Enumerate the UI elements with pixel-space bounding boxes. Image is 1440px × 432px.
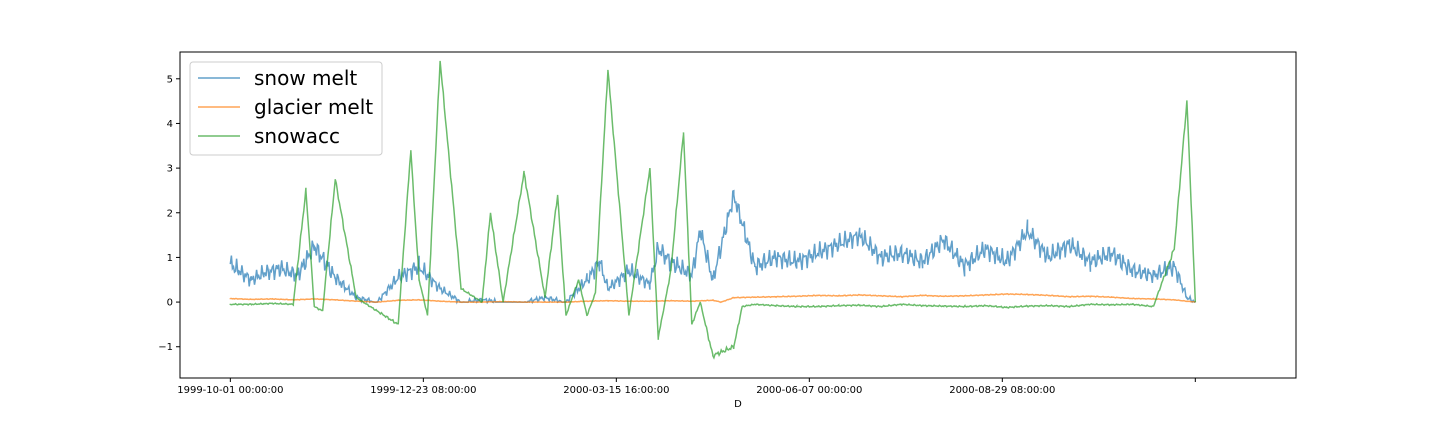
legend: snow melt glacier melt snowacc xyxy=(189,61,383,156)
y-axis: −1 0 1 2 3 4 5 xyxy=(158,74,180,353)
series-line-snowacc xyxy=(229,60,1197,360)
x-tick-label: 1999-10-01 00:00:00 xyxy=(177,385,283,396)
y-tick-label: −1 xyxy=(158,342,173,353)
legend-label: snow melt xyxy=(254,66,357,90)
legend-box xyxy=(189,61,383,156)
x-tick-label: 2000-06-07 00:00:00 xyxy=(756,385,862,396)
series-line-glacier-melt xyxy=(229,292,1197,304)
series-layer xyxy=(229,60,1197,360)
x-tick-label: 2000-08-29 08:00:00 xyxy=(949,385,1055,396)
plot-area xyxy=(179,51,1297,379)
y-tick-label: 1 xyxy=(167,253,173,264)
legend-label: glacier melt xyxy=(254,95,373,119)
y-tick-label: 4 xyxy=(167,119,173,130)
y-tick-label: 0 xyxy=(167,298,173,309)
axes-frame xyxy=(179,51,1297,379)
series-line-snow-melt xyxy=(229,189,1196,305)
legend-label: snowacc xyxy=(254,124,340,148)
x-axis: 1999-10-01 00:00:00 1999-12-23 08:00:00 20… xyxy=(177,378,1196,396)
x-tick-label: 1999-12-23 08:00:00 xyxy=(370,385,476,396)
y-tick-label: 5 xyxy=(167,74,173,85)
y-tick-label: 3 xyxy=(167,164,173,175)
x-tick-label: 2000-03-15 16:00:00 xyxy=(563,385,669,396)
y-tick-label: 2 xyxy=(167,208,173,219)
x-axis-label: D xyxy=(734,399,742,410)
